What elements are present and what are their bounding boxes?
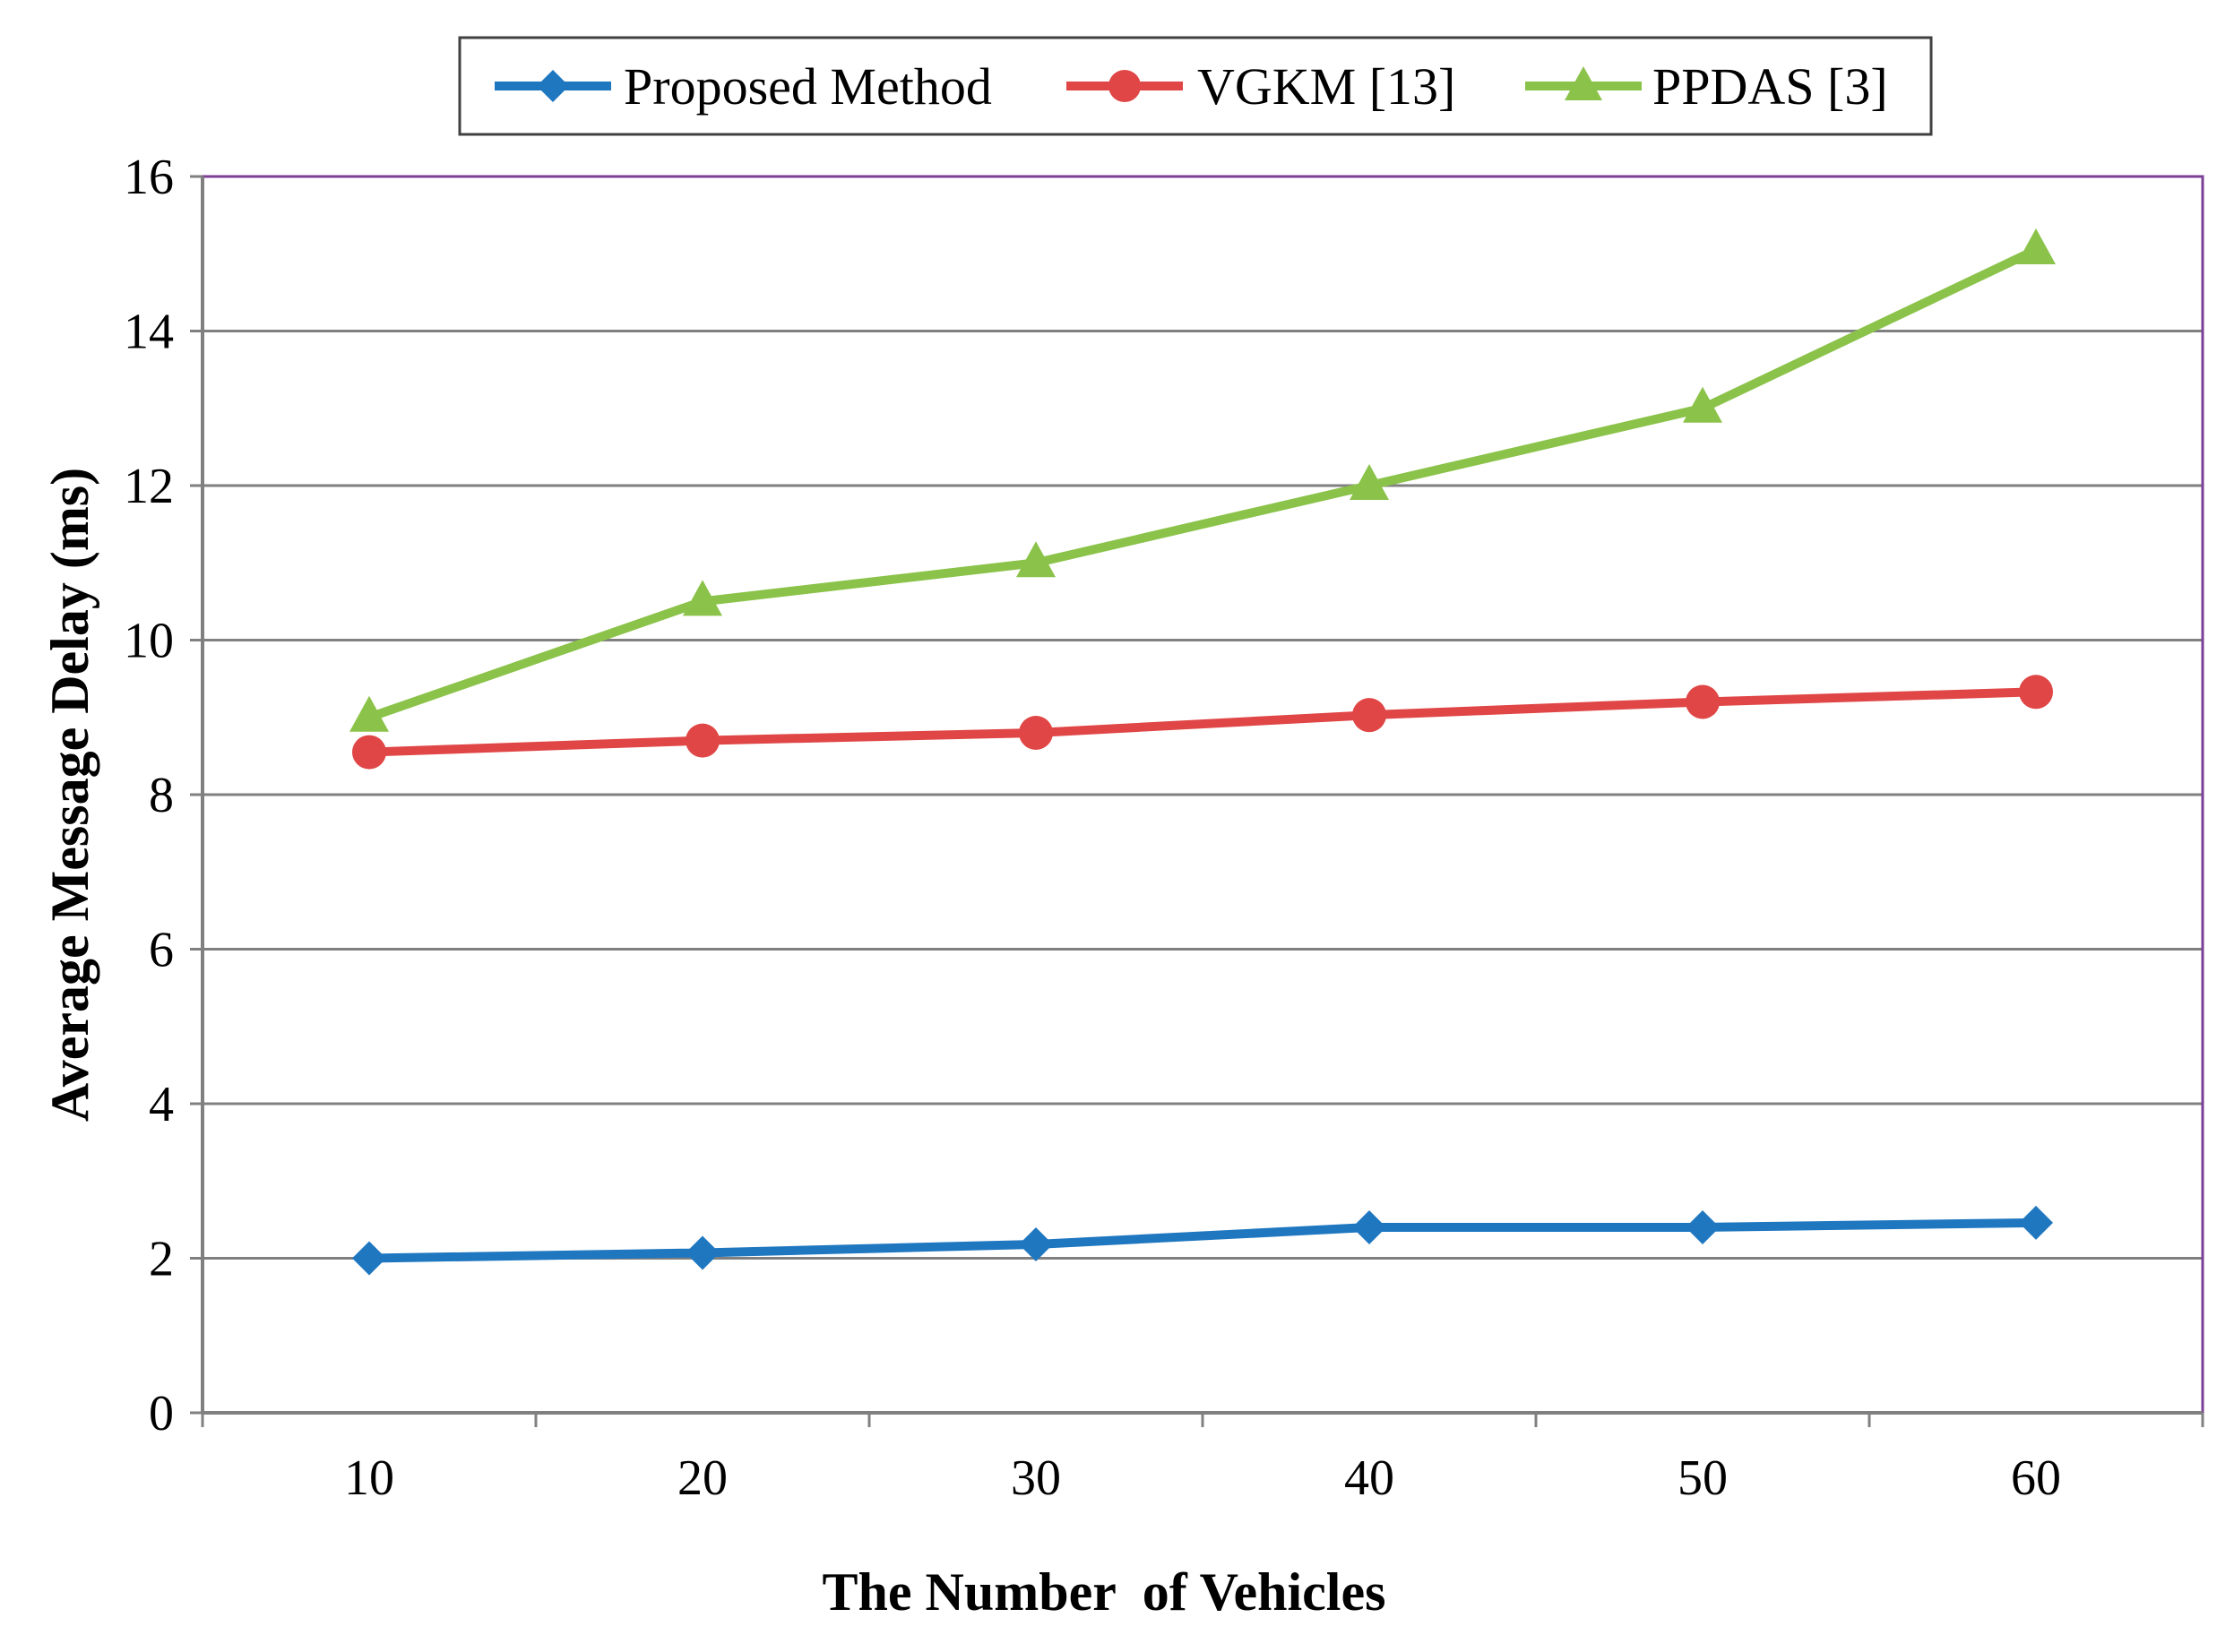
legend-marker-circle-icon — [1108, 70, 1141, 102]
legend-marker-diamond-icon — [537, 70, 569, 102]
series-ppdas-3 — [349, 228, 2056, 732]
series-line-ppdas-3 — [365, 245, 2040, 722]
x-tick-label: 30 — [1011, 1450, 1061, 1506]
series-line-vgkm-13 — [365, 687, 2040, 757]
y-tick-label: 16 — [124, 150, 174, 205]
y-tick-label: 14 — [124, 305, 174, 360]
y-tick-label: 10 — [124, 614, 174, 669]
data-point-proposed-method-30 — [1019, 1226, 1053, 1261]
y-tick-label: 0 — [149, 1386, 174, 1441]
data-point-ppdas-3-40 — [1350, 464, 1389, 500]
y-tick-label: 2 — [149, 1232, 174, 1287]
data-point-proposed-method-20 — [686, 1235, 720, 1270]
y-tick-label: 4 — [149, 1077, 174, 1132]
data-point-proposed-method-50 — [1686, 1210, 1720, 1244]
x-tick-label: 40 — [1344, 1450, 1394, 1506]
data-point-vgkm-13-50 — [1686, 684, 1720, 719]
series-proposed-method — [352, 1205, 2053, 1276]
legend-label-proposed-method: Proposed Method — [624, 57, 992, 116]
legend-label-vgkm: VGKM [13] — [1197, 57, 1455, 116]
data-point-vgkm-13-30 — [1019, 716, 1053, 750]
data-point-proposed-method-10 — [352, 1241, 386, 1276]
y-tick-label: 6 — [149, 923, 174, 978]
legend: Proposed Method VGKM [13] PPDAS [3] — [458, 36, 1933, 136]
series-line-proposed-method — [365, 1217, 2040, 1263]
data-point-ppdas-3-20 — [683, 580, 722, 616]
x-tick-label: 60 — [2011, 1450, 2061, 1506]
data-point-vgkm-13-40 — [1352, 698, 1386, 733]
legend-marker-triangle-icon — [1565, 66, 1602, 100]
y-tick-label: 12 — [124, 459, 174, 514]
x-tick-label: 50 — [1678, 1450, 1728, 1506]
x-tick-label: 20 — [677, 1450, 728, 1506]
legend-item-vgkm: VGKM [13] — [1066, 57, 1455, 116]
data-point-proposed-method-40 — [1352, 1210, 1386, 1244]
data-point-vgkm-13-20 — [686, 723, 720, 758]
data-point-ppdas-3-60 — [2016, 228, 2056, 264]
data-point-ppdas-3-10 — [349, 695, 389, 732]
y-axis-title: Average Message Delay (ms) — [40, 468, 99, 1122]
legend-item-proposed-method: Proposed Method — [495, 57, 992, 116]
x-axis-ticks: 10 20 30 40 50 60 — [201, 1413, 2204, 1506]
data-point-vgkm-13-10 — [352, 735, 386, 770]
y-tick-label: 8 — [149, 768, 174, 823]
x-axis-title: The Number of Vehicles — [823, 1562, 1386, 1622]
data-point-ppdas-3-50 — [1683, 386, 1722, 423]
series-vgkm-13 — [352, 675, 2053, 770]
gridlines — [203, 175, 2203, 1260]
data-point-proposed-method-60 — [2019, 1205, 2053, 1240]
x-tick-label: 10 — [344, 1450, 394, 1506]
y-axis-ticks: 0 2 4 6 8 10 12 14 16 — [124, 150, 203, 1441]
data-point-ppdas-3-30 — [1016, 541, 1056, 578]
legend-item-ppdas: PPDAS [3] — [1525, 57, 1888, 116]
legend-box — [458, 36, 1933, 136]
legend-label-ppdas: PPDAS [3] — [1652, 57, 1888, 116]
data-point-vgkm-13-60 — [2019, 675, 2053, 710]
series-layer — [349, 228, 2056, 1276]
